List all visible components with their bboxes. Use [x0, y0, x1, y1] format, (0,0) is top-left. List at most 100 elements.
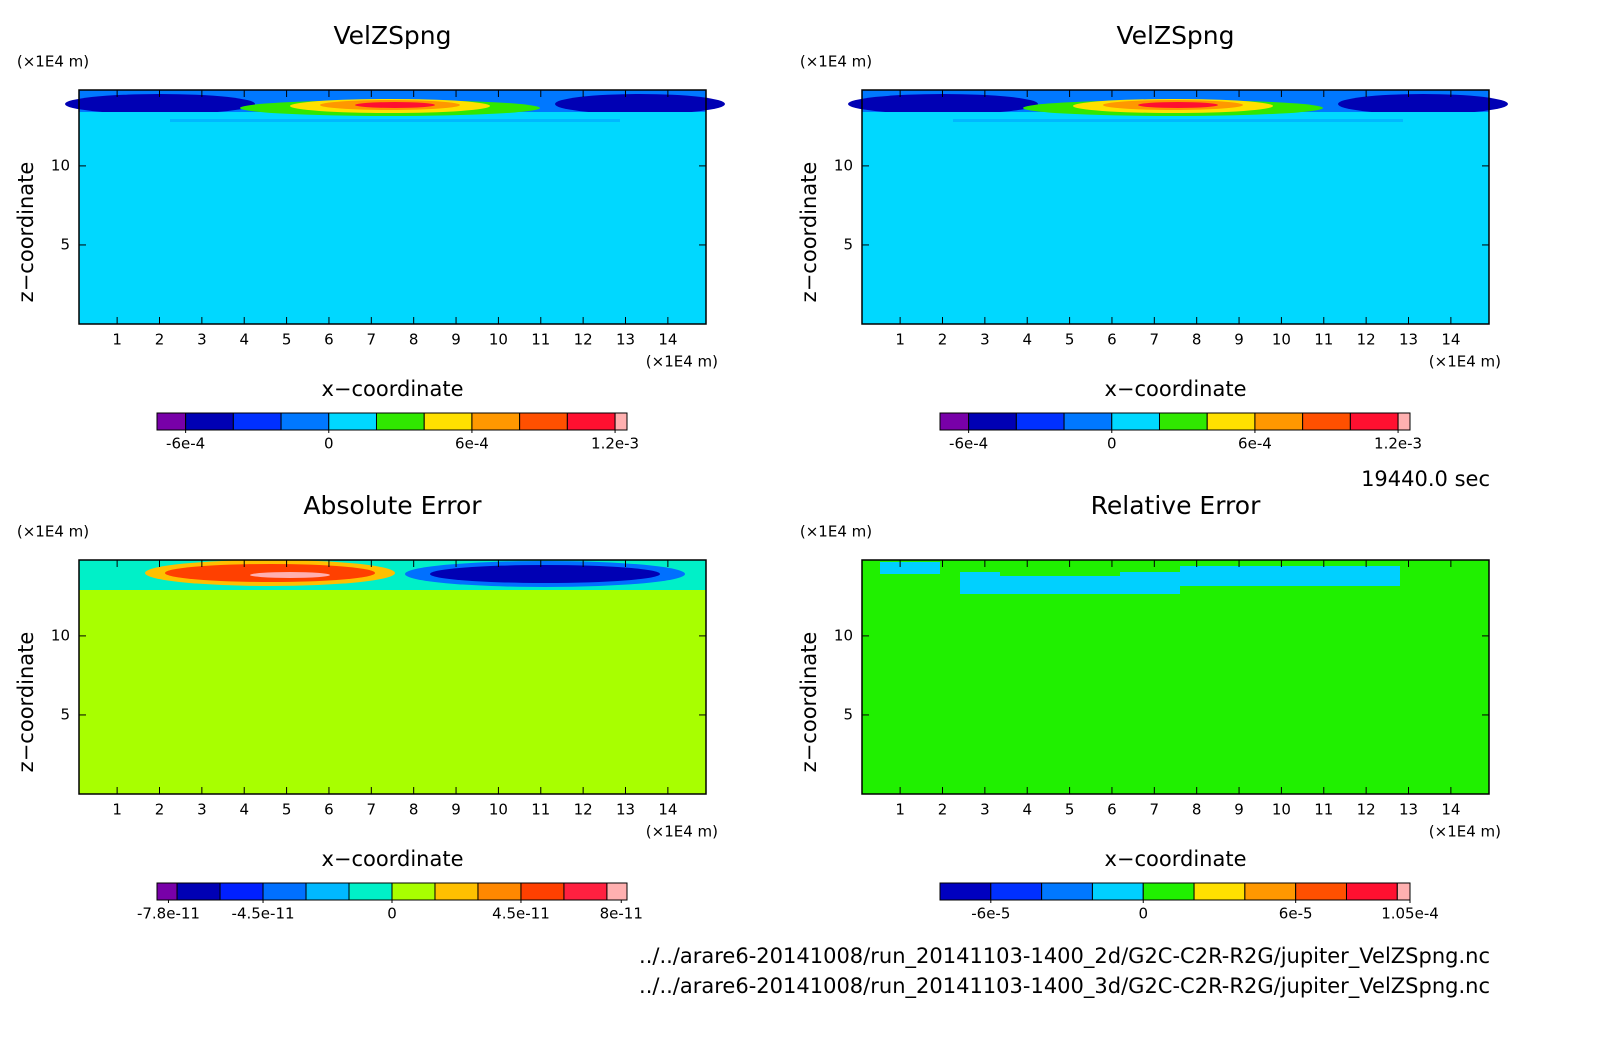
colorbar-segment — [262, 882, 307, 901]
field-band — [953, 119, 1403, 122]
x-axis-label: x−coordinate — [1104, 377, 1246, 401]
colorbar-segment — [1091, 882, 1144, 901]
x-tick-label: 6 — [1107, 801, 1117, 819]
contour-field — [65, 90, 725, 122]
colorbar-tick-label: 6e-5 — [1279, 905, 1313, 923]
colorbar-tick-label: 4.5e-11 — [492, 905, 550, 923]
field-region — [848, 94, 1038, 114]
x-tick-label: 4 — [1022, 331, 1032, 349]
colorbar-tick-label: 8e-11 — [600, 905, 643, 923]
x-tick-label: 13 — [1399, 801, 1418, 819]
colorbar-tick-label: 0 — [1107, 435, 1117, 453]
field-region — [430, 565, 660, 583]
colorbar-tick-label: 0 — [1138, 905, 1148, 923]
x-tick-label: 5 — [282, 801, 292, 819]
x-tick-label: 9 — [451, 331, 461, 349]
x-tick-label: 9 — [451, 801, 461, 819]
colorbar-segment — [1302, 412, 1351, 431]
colorbar-segment — [939, 412, 970, 431]
panel-title: VelZSpng — [1116, 21, 1234, 50]
contour-field — [848, 90, 1508, 122]
field-band — [79, 590, 706, 593]
x-tick-label: 8 — [1192, 331, 1202, 349]
y-tick-label: 10 — [834, 626, 853, 644]
x-tick-label: 6 — [1107, 331, 1117, 349]
colorbar-segment — [156, 882, 178, 901]
colorbar-segment — [375, 412, 425, 431]
y-axis-label: z−coordinate — [797, 162, 821, 303]
x-tick-label: 1 — [112, 331, 122, 349]
y-axis-label: z−coordinate — [14, 162, 38, 303]
field-background — [862, 560, 1489, 794]
x-tick-label: 5 — [282, 331, 292, 349]
x-tick-label: 4 — [239, 801, 249, 819]
x-tick-label: 7 — [367, 801, 377, 819]
y-axis-label: z−coordinate — [797, 632, 821, 773]
x-tick-label: 11 — [1314, 801, 1333, 819]
x-tick-label: 5 — [1065, 331, 1075, 349]
field-band — [960, 572, 1180, 594]
x-tick-label: 13 — [616, 801, 635, 819]
field-region — [355, 102, 435, 108]
file-path: ../../arare6-20141008/run_20141103-1400_… — [639, 944, 1490, 969]
x-tick-label: 6 — [324, 801, 334, 819]
panel-title: VelZSpng — [333, 21, 451, 50]
field-background — [862, 90, 1489, 324]
x-tick-label: 9 — [1234, 331, 1244, 349]
x-tick-label: 2 — [155, 331, 165, 349]
x-tick-label: 14 — [1441, 801, 1460, 819]
field-band — [170, 119, 620, 122]
x-unit-label: (×1E4 m) — [646, 823, 718, 841]
y-tick-label: 5 — [843, 235, 853, 253]
colorbar-segment — [1015, 412, 1065, 431]
colorbar-segment — [1295, 882, 1347, 901]
x-tick-label: 14 — [658, 801, 677, 819]
x-tick-label: 1 — [895, 801, 905, 819]
colorbar-segment — [990, 882, 1043, 901]
colorbar-segment — [477, 882, 522, 901]
x-tick-label: 10 — [1272, 331, 1291, 349]
colorbar-segment — [434, 882, 479, 901]
y-unit-label: (×1E4 m) — [800, 53, 872, 71]
colorbar-tick-label: 1.2e-3 — [591, 435, 639, 453]
colorbar-segment — [280, 412, 330, 431]
colorbar-segment — [176, 882, 221, 901]
x-tick-label: 1 — [895, 331, 905, 349]
x-axis-label: x−coordinate — [321, 377, 463, 401]
x-tick-label: 10 — [1272, 801, 1291, 819]
colorbar-segment — [348, 882, 393, 901]
x-tick-label: 11 — [1314, 331, 1333, 349]
x-tick-label: 10 — [489, 331, 508, 349]
y-tick-label: 5 — [843, 705, 853, 723]
field-band — [1000, 566, 1120, 576]
x-tick-label: 5 — [1065, 801, 1075, 819]
panel-title: Relative Error — [1091, 491, 1261, 520]
y-axis-label: z−coordinate — [14, 632, 38, 773]
x-tick-label: 13 — [616, 331, 635, 349]
colorbar-segment — [1063, 412, 1113, 431]
file-path: ../../arare6-20141008/run_20141103-1400_… — [639, 974, 1490, 999]
colorbar-segment — [185, 412, 234, 431]
x-tick-label: 3 — [197, 801, 207, 819]
time-annotation: 19440.0 sec — [1361, 467, 1490, 491]
y-tick-label: 10 — [834, 156, 853, 174]
x-tick-label: 8 — [409, 331, 419, 349]
colorbar-tick-label: -4.5e-11 — [232, 905, 295, 923]
x-tick-label: 14 — [1441, 331, 1460, 349]
colorbar-segment — [1111, 412, 1160, 431]
x-tick-label: 12 — [574, 331, 593, 349]
field-region — [555, 94, 725, 114]
colorbar-tick-label: -6e-5 — [971, 905, 1010, 923]
plot-frame — [861, 559, 1490, 795]
x-tick-label: 3 — [197, 331, 207, 349]
y-tick-label: 10 — [51, 626, 70, 644]
x-unit-label: (×1E4 m) — [1429, 353, 1501, 371]
colorbar-segment — [1206, 412, 1256, 431]
colorbar-segment — [614, 412, 628, 431]
x-axis-label: x−coordinate — [321, 847, 463, 871]
plot-frame — [78, 559, 707, 795]
x-tick-label: 7 — [367, 331, 377, 349]
colorbar-segment — [1193, 882, 1246, 901]
x-tick-label: 2 — [155, 801, 165, 819]
x-tick-label: 11 — [531, 801, 550, 819]
